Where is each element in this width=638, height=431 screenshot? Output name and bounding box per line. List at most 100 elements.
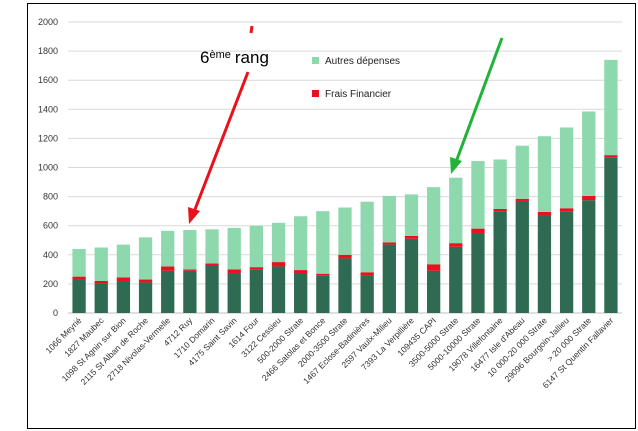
bar-segment <box>294 216 308 271</box>
y-tick-label: 0 <box>53 308 58 318</box>
bar-segment <box>249 225 264 268</box>
red-arrow <box>188 25 254 224</box>
bar-segment <box>271 266 286 313</box>
bar-segment <box>205 263 219 265</box>
bar-segment <box>338 254 352 259</box>
bar-segment <box>205 229 219 264</box>
bar-segment <box>116 280 131 313</box>
bar-segment <box>404 235 419 239</box>
annotation-rank-text: 6ème rang <box>200 48 269 67</box>
bar-segment <box>493 211 507 313</box>
bar-segment <box>426 270 441 313</box>
bar-segment <box>404 194 419 236</box>
bar-segment <box>471 160 485 229</box>
bar-segment <box>360 275 374 313</box>
bar-segment <box>138 279 153 283</box>
bar-segment <box>404 238 419 313</box>
bar-segment <box>227 269 241 273</box>
bar-segment <box>183 230 197 270</box>
y-tick-label: 1600 <box>38 75 58 85</box>
bar-segment <box>161 230 175 267</box>
bar-segment <box>382 242 396 245</box>
annotation-rank-suffix: ème <box>209 49 230 61</box>
bar-segment <box>94 247 108 281</box>
bar-segment <box>382 244 396 313</box>
bar-segment <box>161 266 175 271</box>
chart-frame <box>27 3 636 429</box>
bar-segment <box>183 270 197 313</box>
bar-segment <box>493 208 507 212</box>
bar-segment <box>582 200 596 313</box>
bar-segment <box>338 258 352 313</box>
bar-segment <box>72 276 86 280</box>
green-arrow-shaft <box>454 37 504 163</box>
bar-segment <box>316 275 330 313</box>
bar-segment <box>604 59 618 156</box>
y-tick-label: 400 <box>43 250 58 260</box>
bar-segment <box>426 187 441 265</box>
bar-segment <box>604 155 618 158</box>
bar-segment <box>449 243 463 247</box>
bar-segment <box>515 145 529 199</box>
bar-segment <box>294 270 308 273</box>
legend: Autres dépenses Frais Financier <box>312 56 400 100</box>
green-arrow <box>450 37 504 174</box>
bar-segment <box>360 201 374 273</box>
legend-swatch-autres <box>312 57 319 64</box>
bar-segment <box>471 228 485 233</box>
bar-segment <box>72 279 86 313</box>
bar-segment <box>94 283 108 313</box>
bar-segment <box>183 269 197 271</box>
y-axis: 0 200 400 600 800 1000 1200 1400 1600 1800 2000 <box>38 17 58 318</box>
rank-annotation: 6ème rang <box>200 48 269 67</box>
bar-segment <box>559 211 574 313</box>
annotation-rank-number: 6 <box>200 48 209 67</box>
bar-segment <box>338 207 352 255</box>
red-arrow-shaft <box>192 71 250 213</box>
bar-segment <box>515 200 529 313</box>
bar-segment <box>72 248 86 277</box>
bar-segment <box>271 262 286 267</box>
bar-segment <box>271 222 286 263</box>
bar-segment <box>582 111 596 196</box>
bar-segment <box>116 277 131 281</box>
legend-label-frais: Frais Financier <box>325 89 392 100</box>
bar-segment <box>227 272 241 313</box>
bar-segment <box>537 211 552 216</box>
bar-segment <box>161 270 175 313</box>
y-tick-label: 200 <box>43 279 58 289</box>
bar-segment <box>449 177 463 244</box>
bar-segment <box>138 237 153 280</box>
bar-segment <box>205 264 219 313</box>
bar-segment <box>249 269 264 313</box>
bar-segment <box>471 232 485 313</box>
bar-segment <box>382 195 396 243</box>
annotation-rank-word: rang <box>235 48 269 67</box>
legend-label-autres: Autres dépenses <box>325 56 400 67</box>
bar-segment <box>249 267 264 270</box>
bar-segment <box>515 198 529 201</box>
bar-segment <box>116 244 131 278</box>
y-tick-label: 600 <box>43 221 58 231</box>
bar-segment <box>294 272 308 313</box>
bar-segment <box>316 211 330 274</box>
gridlines <box>68 21 622 314</box>
legend-swatch-frais <box>312 90 319 97</box>
y-tick-label: 2000 <box>38 17 58 27</box>
bar-segment <box>227 227 241 270</box>
bar-segment <box>537 136 552 212</box>
bar-segment <box>604 157 618 313</box>
y-tick-label: 1000 <box>38 163 58 173</box>
y-tick-label: 1200 <box>38 133 58 143</box>
bar-segment <box>316 273 330 276</box>
bar-segment <box>426 264 441 271</box>
green-arrow-head <box>450 157 462 174</box>
bar-segment <box>449 246 463 313</box>
bar-segment <box>94 280 108 284</box>
bar-segment <box>559 127 574 209</box>
bar-segment <box>582 195 596 201</box>
bar-segment <box>360 272 374 276</box>
y-tick-label: 1400 <box>38 104 58 114</box>
